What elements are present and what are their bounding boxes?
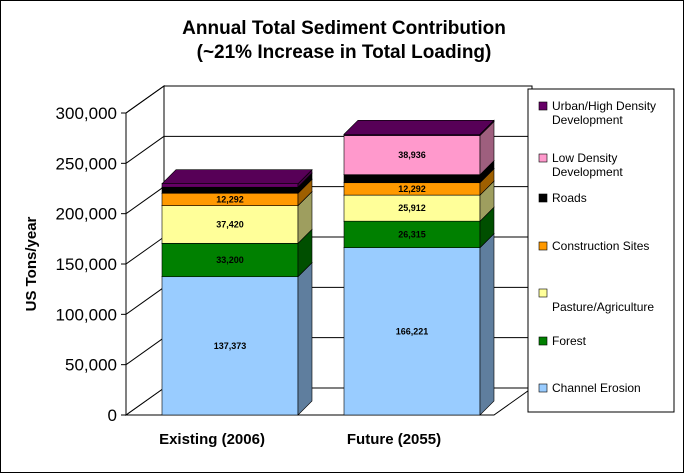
chart-subtitle: (~21% Increase in Total Loading) [197,42,492,63]
data-label: 12,292 [398,184,426,194]
chart-title: Annual Total Sediment Contribution [182,18,506,39]
data-label: 25,912 [398,203,426,213]
x-category-label: Future (2055) [347,431,441,448]
y-tick-label: 50,000 [65,356,117,375]
legend-label: Construction Sites [552,239,649,253]
legend-swatch-roads [538,193,548,203]
gridline-diag [125,236,165,265]
bar-segment-roads [343,174,481,184]
data-label: 37,420 [216,219,244,229]
legend-label: Low Density [552,151,617,165]
legend-label: Channel Erosion [552,381,641,395]
y-tick-label: 150,000 [56,255,117,274]
legend-swatch-urban-high-density-development [538,101,548,111]
legend-box [527,88,675,413]
plot-area: 0 50,000 100,000 150,000 200,000 250,000 300,0… [23,85,534,448]
gridline-diag [125,286,165,315]
y-tick-label: 0 [108,406,117,425]
bar-segment-low-density-development [343,135,481,175]
bar-top-urban-high-density-development [343,119,495,135]
gridline-diag [125,337,165,366]
legend-label: Development [552,165,623,179]
legend-label: Roads [552,191,587,205]
bar-side-channel-erosion [297,261,313,416]
bar-segment-channel-erosion [161,276,299,416]
legend-swatch-construction-sites [538,241,548,251]
data-label: 33,200 [216,255,244,265]
data-label: 166,221 [396,326,429,336]
legend-swatch-pasture-agriculture [538,288,548,298]
y-tick-label: 300,000 [56,104,117,123]
legend-label: Development [552,113,623,127]
y-tick-label: 200,000 [56,205,117,224]
legend-label: Urban/High Density [552,99,656,113]
legend-swatch-low-density-development [538,153,548,163]
bar-segment-urban-high-density-development [161,183,299,188]
gridline-diag [125,186,165,215]
bar-side-channel-erosion [479,232,495,416]
legend-swatch-channel-erosion [538,383,548,393]
legend-label: Pasture/Agriculture [552,300,654,314]
data-label: 137,373 [214,341,247,351]
data-label: 38,936 [398,150,426,160]
x-category-label: Existing (2006) [159,431,265,448]
y-axis-title: US Tons/year [23,216,40,311]
legend-swatch-forest [538,336,548,346]
bar-segment-forest [343,220,481,248]
bar-segment-roads [161,186,299,194]
bar-segment-pasture-agriculture [161,205,299,244]
y-tick-label: 250,000 [56,154,117,173]
legend-label: Forest [552,334,587,348]
y-tick-label: 100,000 [56,305,117,324]
bar-segment-channel-erosion [343,247,481,416]
bar-top-urban-high-density-development [161,169,313,184]
gridline-diag [125,135,165,164]
data-label: 12,292 [216,194,244,204]
data-label: 26,315 [398,229,426,239]
gridline-diag [125,85,165,114]
